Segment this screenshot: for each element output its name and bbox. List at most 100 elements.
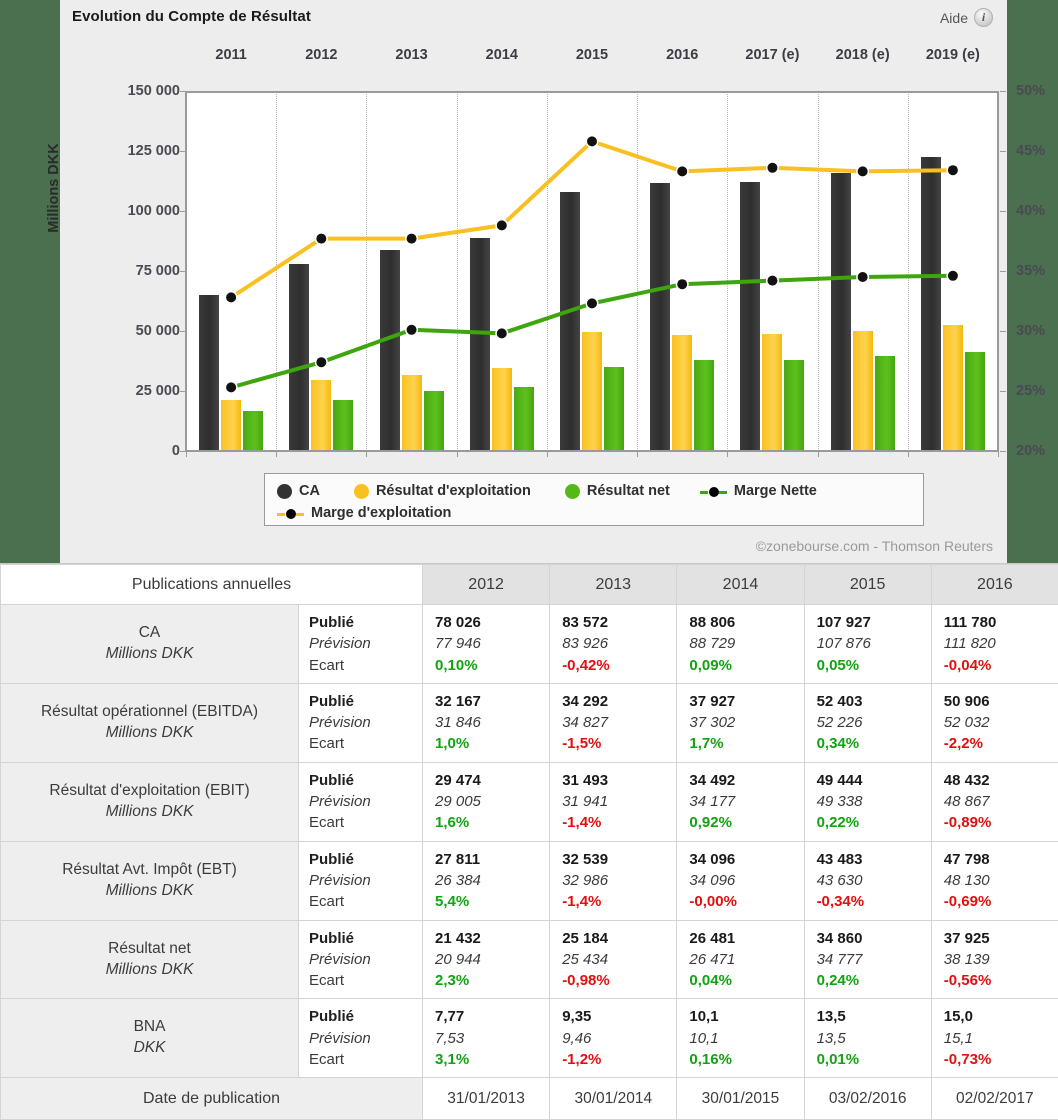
row-unit: Millions DKK [5, 723, 294, 744]
gridline-vertical [547, 91, 548, 451]
legend-dot-icon [565, 484, 580, 499]
forecast-value: 20 944 [435, 949, 541, 970]
bar-ca [199, 295, 219, 451]
forecast-value: 34 827 [562, 712, 668, 733]
published-value: 21 432 [435, 928, 541, 949]
gridline-vertical [727, 91, 728, 451]
published-value: 29 474 [435, 770, 541, 791]
bar-ca [560, 192, 580, 451]
y-axis-right: 20%25%30%35%40%45%50% [1000, 91, 1058, 451]
sublabel-forecast: Prévision [309, 712, 414, 733]
published-value: 78 026 [435, 612, 541, 633]
header-year-0: 2012 [423, 565, 550, 605]
gap-value: 0,22% [817, 812, 923, 833]
gap-value: -1,4% [562, 891, 668, 912]
legend-item[interactable]: Marge Nette [700, 483, 817, 499]
publication-date-value: 31/01/2013 [423, 1078, 550, 1120]
bar-resultat-exploitation [582, 332, 602, 451]
published-value: 107 927 [817, 612, 923, 633]
publication-date-value: 02/02/2017 [931, 1078, 1058, 1120]
legend-label: Résultat net [587, 483, 670, 499]
gridline-vertical [366, 91, 367, 451]
legend-item[interactable]: Résultat d'exploitation [354, 483, 531, 499]
header-year-3: 2015 [804, 565, 931, 605]
gap-value: 1,6% [435, 812, 541, 833]
published-value: 32 539 [562, 849, 668, 870]
y-tick-label-left: 125 000 [128, 143, 180, 159]
forecast-value: 26 384 [435, 870, 541, 891]
gap-value: 0,92% [689, 812, 795, 833]
row-title: Résultat Avt. Impôt (EBT) [5, 860, 294, 881]
y-tick-label-left: 50 000 [136, 323, 180, 339]
x-category-label: 2012 [305, 47, 337, 63]
published-value: 10,1 [689, 1006, 795, 1027]
y-tick-right [1000, 151, 1006, 152]
forecast-value: 48 867 [944, 791, 1050, 812]
x-category-label: 2015 [576, 47, 608, 63]
publication-date-value: 30/01/2015 [677, 1078, 804, 1120]
bar-resultat-net [875, 356, 895, 451]
sublabel-published: Publié [309, 770, 414, 791]
sublabel-published: Publié [309, 928, 414, 949]
x-category-label: 2014 [486, 47, 518, 63]
gap-value: 0,34% [817, 733, 923, 754]
forecast-value: 107 876 [817, 633, 923, 654]
forecast-value: 34 177 [689, 791, 795, 812]
gap-value: -2,2% [944, 733, 1050, 754]
legend-item[interactable]: Marge d'exploitation [277, 505, 451, 521]
plot-area [186, 91, 998, 451]
sublabel-forecast: Prévision [309, 633, 414, 654]
forecast-value: 34 777 [817, 949, 923, 970]
forecast-value: 34 096 [689, 870, 795, 891]
forecast-value: 43 630 [817, 870, 923, 891]
legend-item[interactable]: Résultat net [565, 483, 670, 499]
row-title: BNA [5, 1017, 294, 1038]
sublabel-published: Publié [309, 612, 414, 633]
bar-resultat-net [424, 391, 444, 451]
bar-resultat-exploitation [853, 331, 873, 451]
y-tick-label-left: 75 000 [136, 263, 180, 279]
bar-resultat-exploitation [311, 380, 331, 451]
x-category-label: 2016 [666, 47, 698, 63]
annual-publications-table: Publications annuelles 2012 2013 2014 20… [0, 563, 1058, 1110]
x-tick [457, 451, 458, 457]
published-value: 34 292 [562, 691, 668, 712]
y-tick-label-left: 25 000 [136, 383, 180, 399]
x-tick [186, 451, 187, 457]
gap-value: 5,4% [435, 891, 541, 912]
bar-ca [380, 250, 400, 451]
published-value: 37 925 [944, 928, 1050, 949]
legend-label: Résultat d'exploitation [376, 483, 531, 499]
x-tick [547, 451, 548, 457]
legend-label: Marge Nette [734, 483, 817, 499]
sublabel-forecast: Prévision [309, 870, 414, 891]
row-unit: Millions DKK [5, 960, 294, 981]
gap-value: -0,73% [944, 1049, 1050, 1070]
gap-value: -0,69% [944, 891, 1050, 912]
gridline-vertical [818, 91, 819, 451]
forecast-value: 88 729 [689, 633, 795, 654]
forecast-value: 26 471 [689, 949, 795, 970]
published-value: 25 184 [562, 928, 668, 949]
y-tick-right [1000, 91, 1006, 92]
sublabel-gap: Ecart [309, 970, 414, 991]
legend-item[interactable]: CA [277, 483, 320, 499]
chart-panel: Evolution du Compte de Résultat Aide i M… [60, 0, 1007, 563]
publication-date-label: Date de publication [1, 1078, 423, 1120]
